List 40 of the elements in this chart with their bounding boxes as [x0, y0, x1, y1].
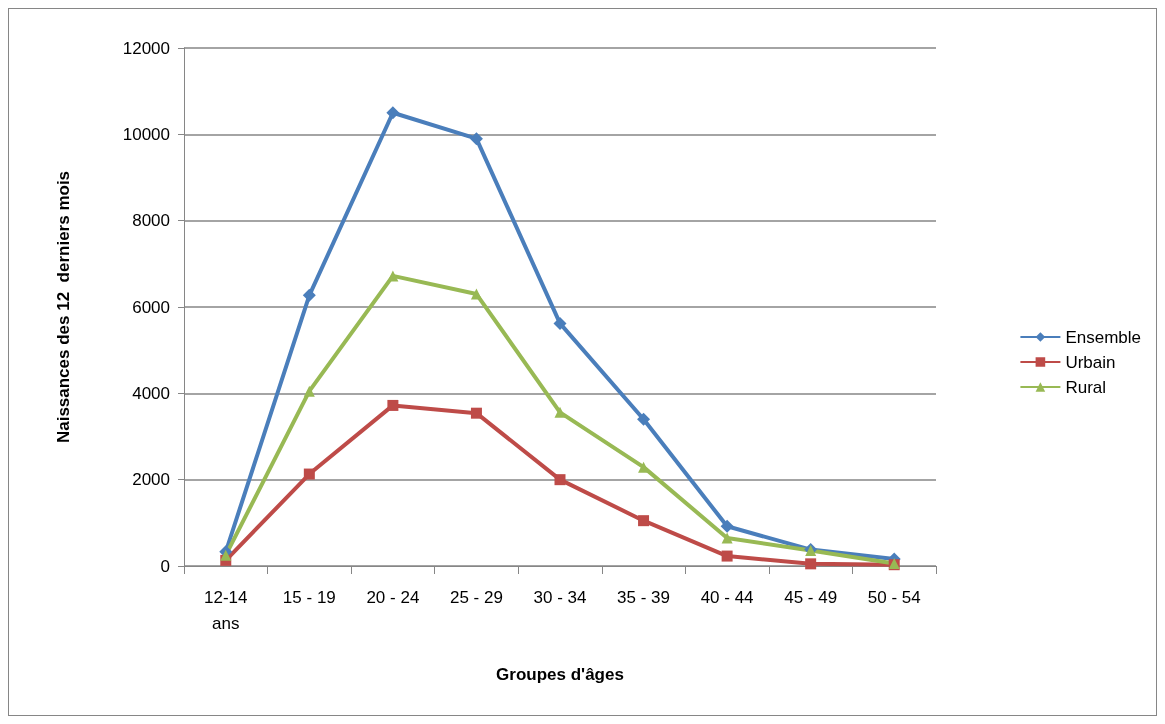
point: [720, 519, 734, 533]
y-tick-label: 2000: [132, 470, 170, 490]
y-tick-label: 6000: [132, 297, 170, 317]
point: [386, 106, 400, 120]
x-axis-title: Groupes d'âges: [496, 665, 624, 684]
y-tick-label: 12000: [122, 38, 170, 58]
y-tick-label: 10000: [122, 124, 170, 144]
legend-label: Urbain: [1065, 352, 1116, 372]
point: [387, 270, 399, 282]
x-tick-label: 50 - 54: [867, 587, 921, 607]
point: [303, 385, 315, 397]
y-tick-label: 4000: [132, 383, 170, 403]
point: [805, 558, 817, 570]
point: [302, 288, 316, 302]
x-tick-label: 45 - 49: [784, 587, 838, 607]
y-tick-label: 8000: [132, 211, 170, 231]
x-tick-label: 20 - 24: [366, 587, 420, 607]
x-tick-label: 35 - 39: [617, 587, 671, 607]
point: [638, 515, 650, 527]
legend-label: Rural: [1065, 377, 1107, 397]
x-tick-label: 30 - 34: [533, 587, 587, 607]
point: [554, 474, 566, 486]
x-tick-label: 15 - 19: [282, 587, 336, 607]
point: [220, 549, 232, 561]
x-tick-label: 25 - 29: [449, 587, 503, 607]
point: [469, 132, 483, 146]
point: [470, 288, 482, 300]
point: [554, 406, 566, 418]
y-axis-title: Naissances des 12 derniers mois: [54, 170, 73, 444]
point: [721, 532, 733, 544]
x-tick-label: 40 - 44: [700, 587, 754, 607]
point: [470, 407, 482, 419]
point: [721, 550, 733, 562]
point: [387, 399, 399, 411]
y-tick-label: 0: [160, 556, 170, 576]
x-tick-label: 12-14 ans: [204, 587, 248, 633]
point: [553, 316, 567, 330]
point: [303, 468, 315, 480]
legend-label: Ensemble: [1065, 327, 1142, 347]
point: [637, 412, 651, 426]
